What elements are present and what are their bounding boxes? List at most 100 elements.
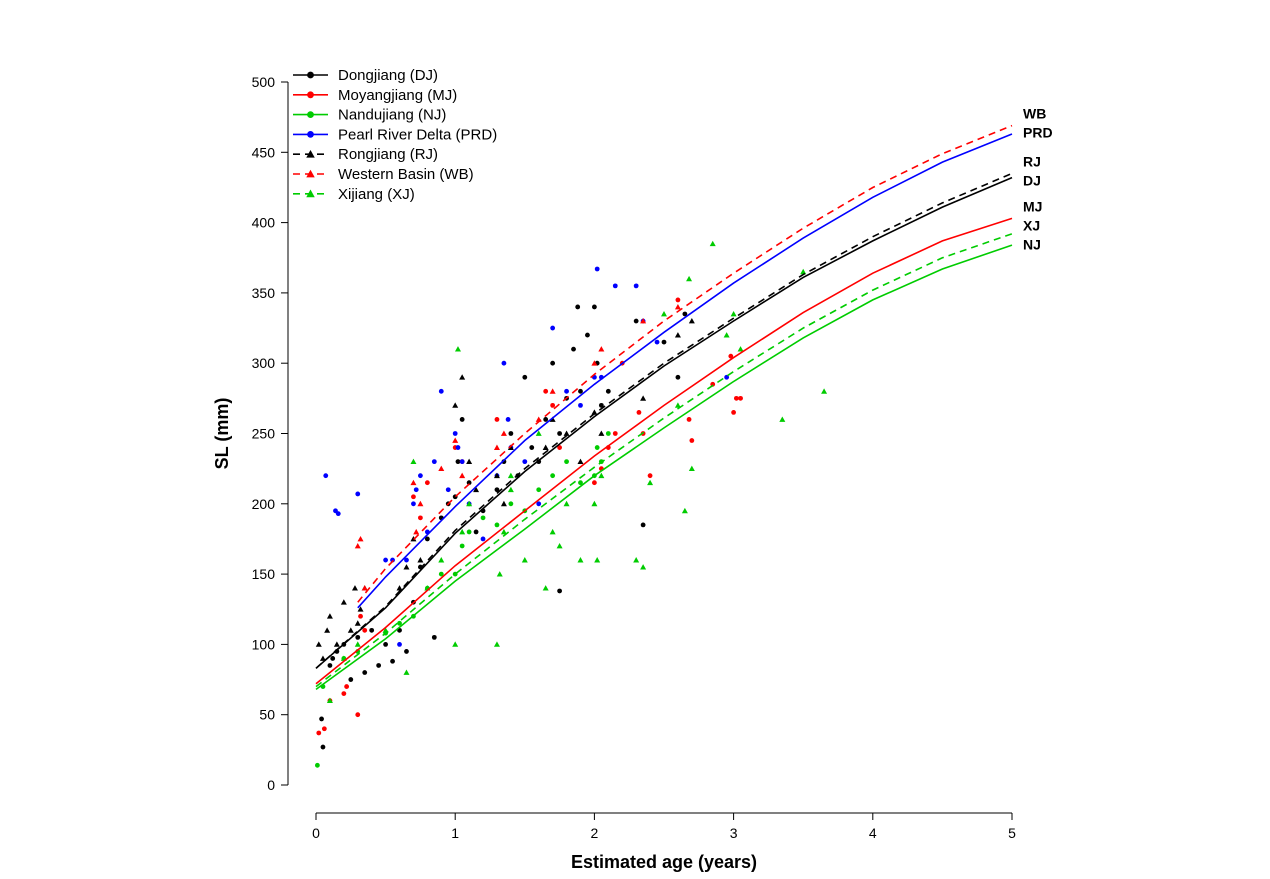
data-point — [612, 283, 618, 289]
y-tick-label: 500 — [252, 74, 276, 90]
data-point — [594, 266, 600, 272]
data-point — [424, 536, 430, 542]
data-point — [536, 501, 542, 507]
data-point — [578, 480, 583, 486]
curve-nj — [315, 244, 1013, 691]
data-point — [383, 642, 388, 647]
data-point — [557, 445, 562, 450]
legend-marker — [307, 111, 314, 118]
data-point — [319, 655, 326, 661]
end-label-wb: WB — [1023, 106, 1046, 122]
legend-label: Xijiang (XJ) — [338, 186, 415, 203]
data-point — [522, 459, 528, 465]
legend-marker — [306, 149, 315, 158]
data-point — [452, 641, 459, 647]
data-point — [403, 564, 410, 570]
data-point — [397, 642, 402, 647]
data-point — [522, 374, 528, 380]
data-point — [326, 613, 333, 619]
y-tick-label: 450 — [252, 144, 276, 160]
data-point — [557, 431, 562, 436]
data-point — [330, 656, 336, 661]
legend-label: Dongjiang (DJ) — [338, 67, 438, 84]
y-tick-label: 350 — [252, 285, 276, 301]
data-point — [410, 535, 417, 542]
data-point — [557, 588, 562, 594]
data-point — [383, 557, 388, 563]
data-point — [357, 606, 364, 612]
data-point — [410, 458, 417, 465]
data-point — [709, 240, 716, 247]
data-point — [661, 310, 667, 317]
data-point — [536, 487, 542, 493]
series-points-prd — [323, 266, 730, 647]
end-label-xj: XJ — [1023, 217, 1040, 233]
data-point — [500, 430, 507, 436]
series-points-mj — [316, 297, 743, 736]
x-tick-label: 4 — [869, 825, 877, 841]
x-tick-label: 3 — [730, 825, 738, 841]
data-point — [733, 395, 739, 401]
series-points-dj — [319, 304, 688, 750]
legend-label: Moyangjiang (MJ) — [338, 87, 457, 104]
data-point — [361, 585, 368, 591]
data-point — [319, 716, 324, 722]
data-point — [674, 303, 681, 310]
data-point — [459, 417, 465, 422]
data-point — [737, 346, 744, 352]
data-point — [362, 670, 368, 675]
legend-label: Pearl River Delta (PRD) — [338, 126, 497, 143]
y-tick-label: 100 — [252, 636, 276, 652]
fitted-curves-layer — [315, 124, 1013, 691]
data-point — [473, 486, 480, 493]
data-point — [688, 465, 695, 472]
data-point — [592, 480, 597, 486]
data-point — [686, 275, 693, 282]
data-point — [578, 402, 583, 408]
series-points-wb — [354, 303, 681, 591]
data-point — [633, 283, 639, 289]
data-points-layer — [314, 240, 828, 768]
data-point — [397, 620, 402, 626]
y-tick-label: 400 — [252, 215, 276, 231]
data-point — [413, 487, 419, 493]
data-point — [689, 438, 695, 443]
data-point — [314, 762, 320, 768]
data-point — [413, 528, 420, 535]
data-point — [354, 641, 361, 647]
data-point — [494, 487, 500, 493]
data-point — [564, 388, 569, 394]
data-point — [396, 585, 403, 591]
data-point — [466, 458, 473, 465]
data-point — [605, 388, 611, 394]
data-point — [355, 491, 361, 497]
data-point — [505, 417, 511, 422]
y-tick-label: 0 — [267, 777, 275, 793]
data-point — [730, 310, 737, 317]
data-point — [324, 627, 331, 633]
y-tick-label: 200 — [252, 496, 276, 512]
legend-item-prd: Pearl River Delta (PRD) — [293, 126, 497, 143]
data-point — [355, 634, 361, 640]
data-point — [738, 395, 743, 401]
legend-label: Rongjiang (RJ) — [338, 146, 438, 163]
data-point — [452, 437, 459, 443]
y-tick-label: 150 — [252, 566, 276, 582]
data-point — [542, 585, 549, 591]
data-point — [459, 543, 465, 549]
legend-marker — [307, 71, 314, 79]
curve-rj — [315, 172, 1013, 669]
data-point — [493, 444, 500, 450]
data-point — [800, 268, 807, 275]
y-tick-label: 50 — [259, 707, 275, 723]
data-point — [480, 536, 486, 542]
data-point — [550, 402, 556, 408]
data-point — [594, 445, 600, 450]
legend-item-wb: Western Basin (WB) — [293, 166, 474, 183]
data-point — [431, 634, 437, 640]
legend-label: Nandujiang (NJ) — [338, 107, 446, 124]
legend-label: Western Basin (WB) — [338, 166, 474, 183]
data-point — [682, 311, 688, 317]
data-point — [466, 529, 472, 535]
data-point — [549, 528, 556, 535]
